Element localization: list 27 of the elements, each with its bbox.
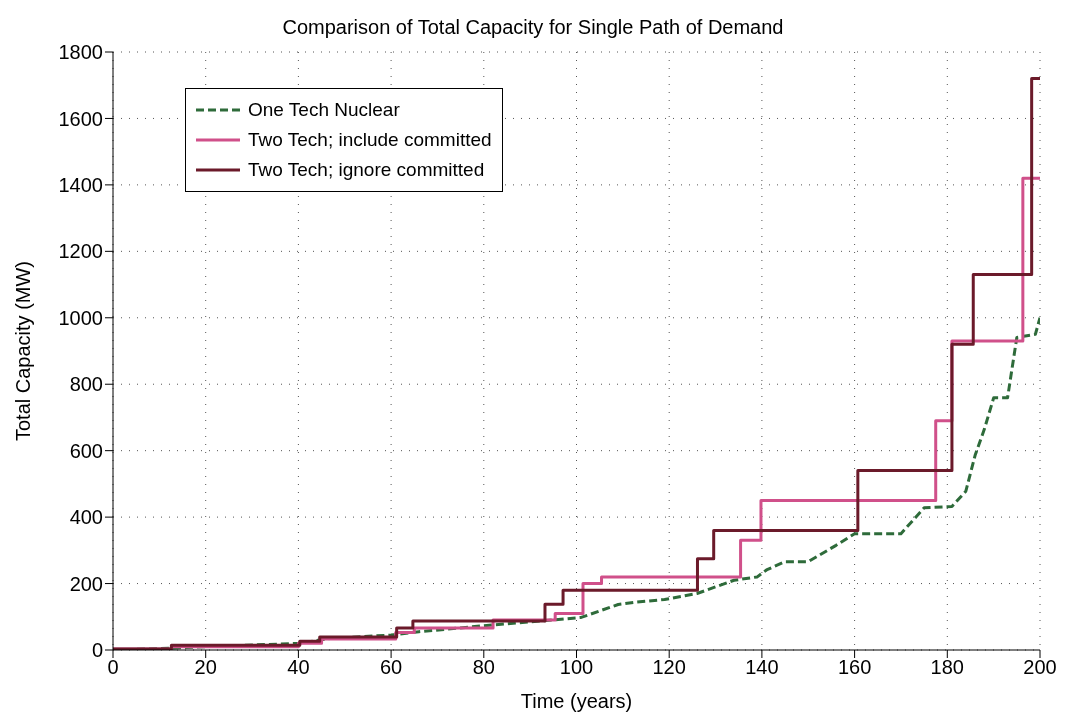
x-tick-label: 60 (379, 656, 403, 679)
x-tick-label: 200 (1023, 656, 1057, 679)
x-tick-label: 160 (837, 656, 872, 679)
x-tick-label: 100 (559, 656, 594, 679)
legend-label: Two Tech; include committed (248, 129, 492, 151)
x-tick-label: 140 (745, 656, 779, 679)
y-tick-label: 1400 (58, 173, 103, 196)
x-tick-label: 20 (194, 656, 217, 679)
y-tick-label: 400 (69, 506, 103, 529)
y-tick-label: 600 (69, 439, 103, 462)
x-axis-title: Time (years) (520, 690, 633, 712)
y-tick-label: 1800 (58, 41, 103, 64)
x-tick-label: 180 (930, 656, 964, 679)
x-tick-label: 80 (472, 656, 495, 679)
y-tick-label: 1200 (58, 240, 103, 263)
legend-label: Two Tech; ignore committed (248, 159, 485, 181)
x-tick-label: 40 (287, 656, 310, 679)
x-tick-label: 120 (652, 656, 686, 679)
y-axis-title: Total Capacity (MW) (12, 260, 35, 441)
y-tick-label: 0 (91, 639, 103, 662)
y-tick-label: 1600 (58, 107, 103, 130)
y-tick-label: 800 (69, 373, 103, 396)
x-tick-label: 0 (107, 656, 119, 679)
chart-title: Comparison of Total Capacity for Single Path of Demand (281, 16, 785, 39)
y-tick-label: 200 (69, 572, 103, 595)
y-tick-label: 1000 (58, 306, 103, 329)
legend-label: One Tech Nuclear (248, 99, 400, 121)
